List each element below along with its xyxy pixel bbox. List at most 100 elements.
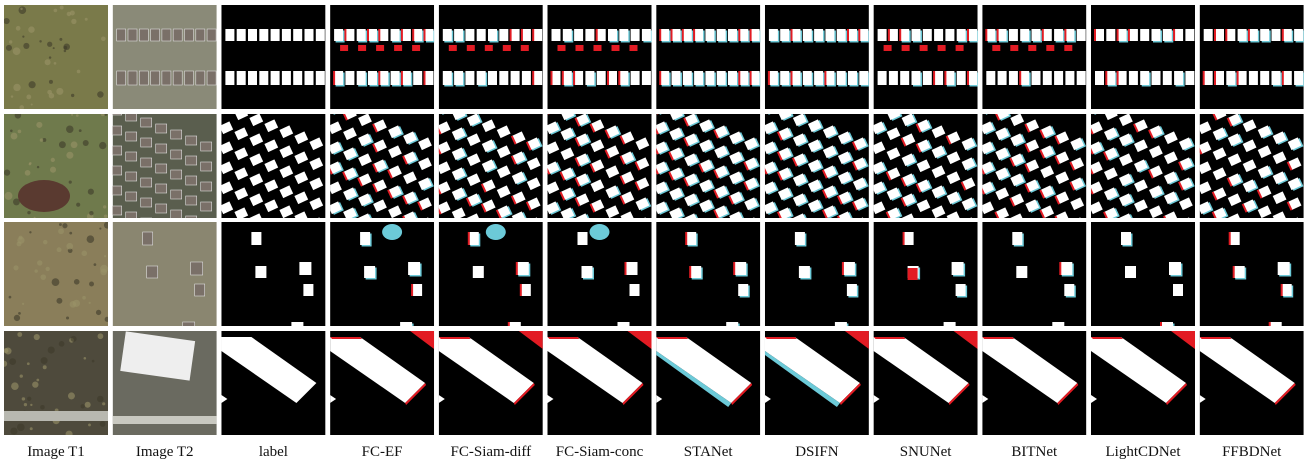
change-region [259,29,268,41]
mask-bg [439,5,543,109]
false-negative [768,71,770,85]
change-region [425,29,434,41]
false-negative [367,29,369,41]
false-negative [750,29,752,41]
change-region [878,29,887,41]
texture [9,358,16,365]
cell-content [656,331,760,435]
mask-bg [982,5,1086,109]
change-region [357,29,366,41]
change-region [1009,71,1018,85]
texture [74,279,80,285]
image-cell [1200,331,1304,435]
texture [31,103,33,105]
change-region [986,29,995,41]
column-label: STANet [684,444,734,460]
change-region [511,71,520,85]
road [113,416,217,424]
change-region [631,29,640,41]
texture [19,6,27,14]
image-cell [113,331,217,435]
column-label: FC-EF [362,444,403,460]
change-region [900,29,909,41]
roof [147,266,158,278]
change-region [904,232,914,245]
image-bg [113,5,217,109]
cell-content [4,222,111,326]
texture [9,296,12,299]
texture [98,333,104,339]
texture [27,362,30,365]
roof [185,71,194,85]
change-region [248,71,257,85]
change-region [360,232,370,245]
change-region [585,29,594,41]
false-positive [382,224,402,240]
change-region [608,29,617,41]
roof [128,71,137,85]
change-region [825,71,834,85]
change-region [626,262,638,275]
roof [156,184,167,193]
texture [26,95,31,100]
change-region [1129,71,1138,85]
texture [6,45,12,51]
false-negative [1064,29,1066,41]
change-region [1106,71,1115,85]
false-negative [858,29,860,41]
texture [76,203,80,207]
change-region [477,71,486,85]
texture [43,240,47,244]
change-region [1152,29,1161,41]
change-region [511,29,520,41]
change-region [847,284,857,296]
change-region [563,71,572,85]
change-region [303,284,313,296]
false-negative [791,29,793,41]
false-negative [401,29,403,41]
change-region [364,266,375,278]
texture [99,142,106,149]
cell-content [765,222,869,330]
change-region [660,29,669,41]
change-region [316,29,325,41]
change-region [259,71,268,85]
roof [141,118,152,127]
texture [88,189,94,195]
false-negative [671,29,673,41]
change-region [1163,71,1172,85]
change-region [1226,29,1235,41]
roof [141,158,152,167]
false-negative [532,71,534,85]
mask-bg [1091,5,1195,109]
false-negative [659,29,661,41]
false-negative [902,45,910,51]
false-negative [685,232,687,245]
change-region [739,29,748,41]
texture [18,312,21,315]
change-region [379,29,388,41]
change-region [1204,29,1213,41]
change-region [738,284,748,296]
cell-content [874,222,978,328]
texture [20,8,22,10]
false-negative [1282,71,1284,85]
change-region [630,284,640,296]
false-negative [920,45,928,51]
change-region [923,71,932,85]
change-region [934,71,943,85]
change-region [533,71,542,85]
false-negative [573,71,575,85]
false-negative [1059,262,1061,275]
roof [126,172,137,181]
change-region [578,232,588,245]
change-region [237,71,246,85]
false-negative [333,71,335,85]
texture [59,141,66,148]
false-negative [340,45,348,51]
roof [186,136,197,145]
change-region [1283,29,1292,41]
roof [156,124,167,133]
texture [71,141,78,148]
texture [94,263,97,266]
